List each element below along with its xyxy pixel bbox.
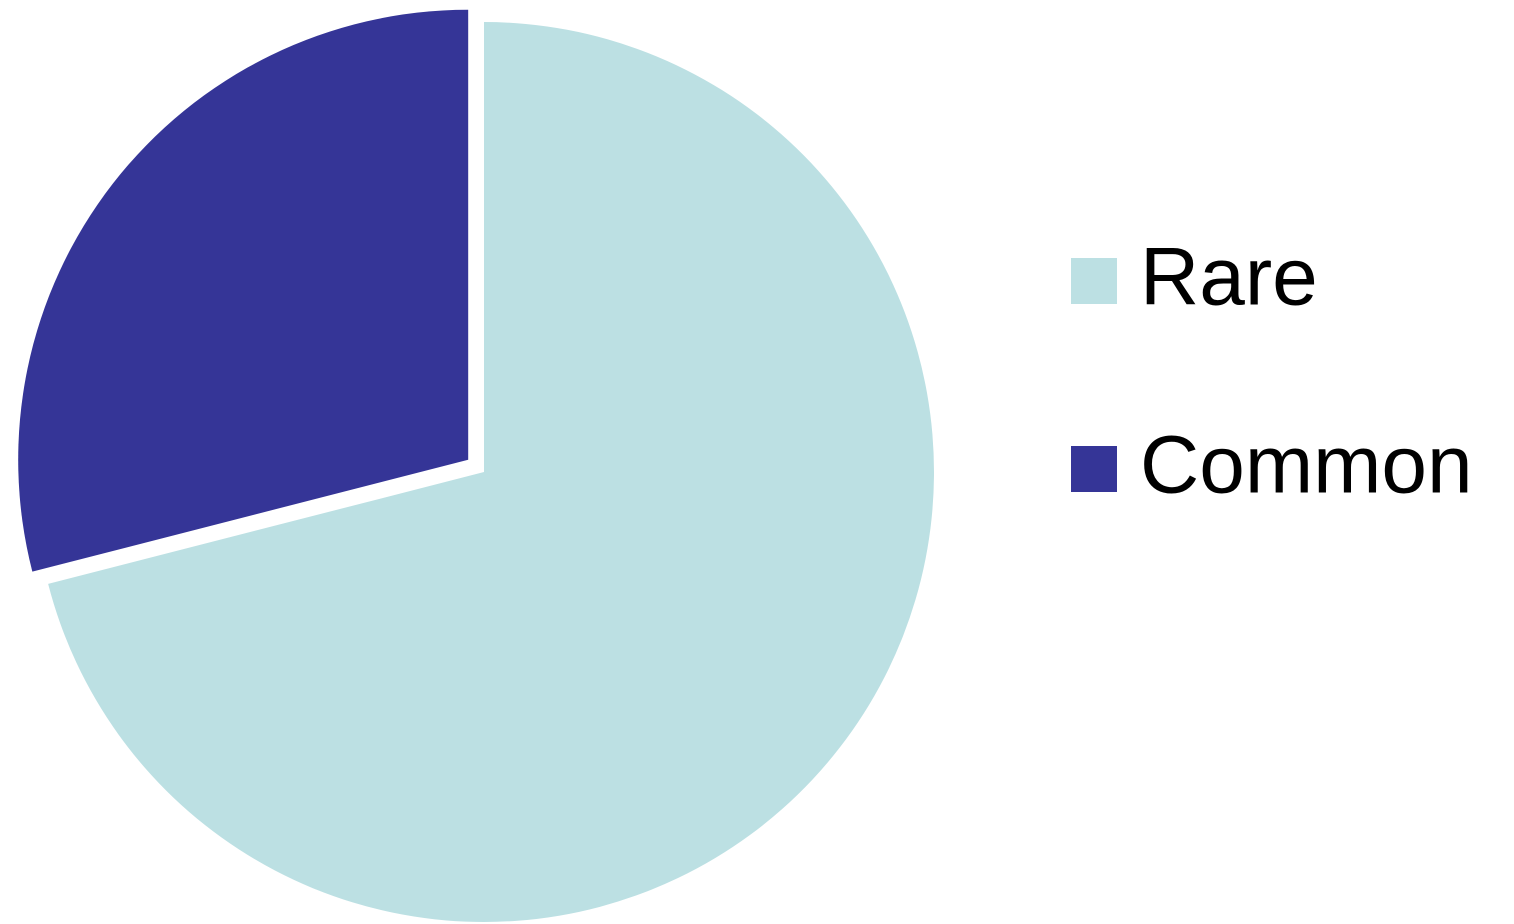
pie-slice [48, 22, 935, 923]
legend-label: Rare [1140, 232, 1318, 323]
legend-swatch [1071, 446, 1117, 492]
pie-slice [18, 9, 469, 572]
legend-swatch [1071, 258, 1117, 304]
legend-label: Common [1140, 420, 1473, 511]
